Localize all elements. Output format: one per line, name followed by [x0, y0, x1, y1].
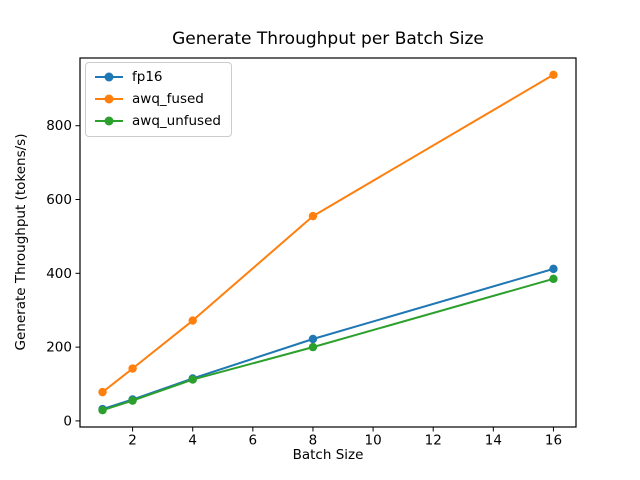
legend-label: awq_unfused [132, 112, 221, 129]
x-tick-label: 16 [545, 433, 562, 449]
x-tick-label: 2 [128, 433, 137, 449]
legend-label: awq_fused [132, 90, 204, 107]
legend-marker-dot [104, 72, 114, 82]
x-tick-label: 8 [309, 433, 318, 449]
marker-fp16 [308, 334, 318, 344]
legend-item-awq_fused: awq_fused [95, 91, 221, 108]
marker-awq_fused [549, 70, 558, 79]
marker-awq_fused [98, 387, 107, 397]
marker-fp16 [549, 264, 558, 274]
legend-item-awq_unfused: awq_unfused [95, 113, 221, 130]
x-tick-label: 6 [249, 433, 258, 449]
legend-marker-dot [104, 94, 114, 104]
marker-awq_fused [308, 211, 318, 221]
y-tick-label: 400 [46, 266, 72, 282]
y-tick-label: 600 [46, 192, 72, 208]
line-awq_unfused [101, 277, 555, 412]
marker-awq_unfused [308, 342, 318, 352]
x-tick-label: 12 [425, 433, 442, 449]
legend: fp16 awq_fused awq_unfused [85, 62, 232, 137]
y-tick-label: 800 [46, 118, 72, 134]
x-tick-label: 10 [364, 433, 381, 449]
legend-item-fp16: fp16 [95, 69, 221, 86]
legend-label: fp16 [132, 69, 163, 85]
marker-awq_unfused [128, 396, 137, 405]
marker-awq_fused [128, 364, 137, 373]
x-tick-label: 14 [485, 433, 502, 449]
x-tick-label: 4 [188, 433, 197, 449]
legend-line-sample [95, 116, 123, 126]
marker-awq_fused [188, 316, 197, 325]
y-tick-label: 200 [46, 340, 72, 356]
marker-awq_unfused [549, 274, 558, 284]
axes-box [79, 57, 577, 428]
x-axis-label: Batch Size [292, 447, 364, 463]
legend-line-sample [95, 72, 123, 82]
y-tick-label: 0 [63, 413, 72, 429]
marker-awq_unfused [98, 406, 107, 415]
y-axis-label: Generate Throughput (tokens/s) [13, 133, 29, 351]
marker-awq_unfused [188, 375, 197, 384]
legend-marker-dot [104, 116, 114, 126]
legend-line-sample [95, 94, 123, 104]
chart-title: Generate Throughput per Batch Size [172, 29, 484, 49]
